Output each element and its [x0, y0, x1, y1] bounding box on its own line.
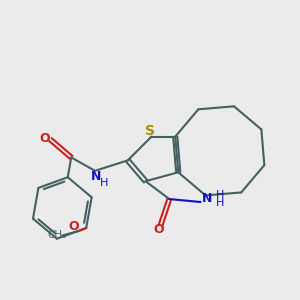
- Text: CH₃: CH₃: [47, 230, 66, 241]
- Text: H: H: [216, 199, 224, 208]
- Text: O: O: [154, 223, 164, 236]
- Text: O: O: [39, 132, 50, 145]
- Text: S: S: [145, 124, 155, 138]
- Text: H: H: [216, 190, 224, 200]
- Text: N: N: [90, 170, 101, 183]
- Text: O: O: [68, 220, 79, 233]
- Text: H: H: [100, 178, 108, 188]
- Text: N: N: [202, 192, 212, 205]
